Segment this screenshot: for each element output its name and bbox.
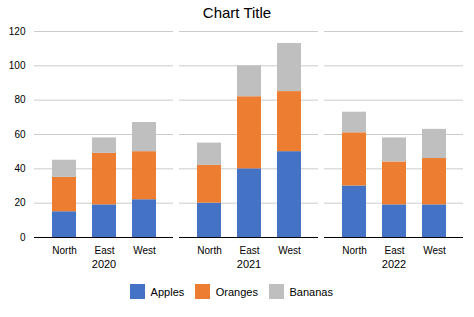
svg-text:East: East xyxy=(94,245,114,256)
svg-text:West: West xyxy=(278,245,301,256)
svg-text:2020: 2020 xyxy=(92,258,116,270)
svg-text:North: North xyxy=(52,245,76,256)
svg-text:North: North xyxy=(197,245,221,256)
svg-text:80: 80 xyxy=(14,94,26,105)
html-text:Chart Title: Chart Title xyxy=(202,4,272,21)
svg-text:East: East xyxy=(384,245,404,256)
svg-text:100: 100 xyxy=(9,60,26,71)
svg-text:East: East xyxy=(239,245,259,256)
svg-text:2022: 2022 xyxy=(382,258,406,270)
html-text:Bananas: Bananas xyxy=(289,285,333,298)
svg-text:West: West xyxy=(133,245,156,256)
html-text:Apples: Apples xyxy=(150,285,185,298)
svg-text:North: North xyxy=(342,245,366,256)
html-text:Oranges: Oranges xyxy=(215,285,258,298)
svg-text:20: 20 xyxy=(14,197,26,208)
svg-text:0: 0 xyxy=(20,232,26,243)
svg-text:40: 40 xyxy=(14,163,26,174)
svg-text:60: 60 xyxy=(14,129,26,140)
svg-text:West: West xyxy=(423,245,446,256)
svg-text:120: 120 xyxy=(9,26,26,37)
svg-text:2021: 2021 xyxy=(237,258,261,270)
